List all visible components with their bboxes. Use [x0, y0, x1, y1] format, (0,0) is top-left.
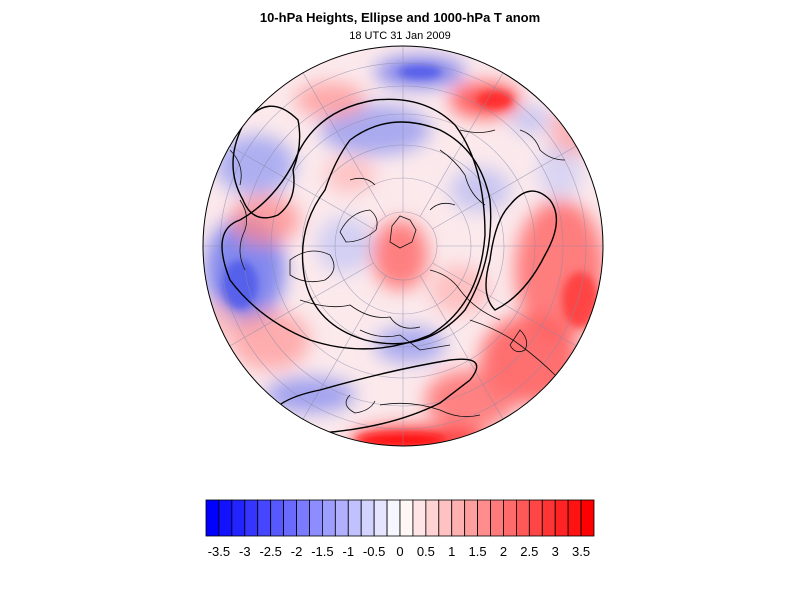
colorbar-box	[399, 499, 414, 537]
colorbar-box	[270, 499, 284, 537]
colorbar-tick-label: -1.5	[311, 544, 333, 559]
colorbar-box	[244, 499, 259, 537]
colorbar-tick-label: 0.5	[417, 544, 435, 559]
height-contours	[221, 98, 558, 434]
colorbar-tick-label: -2.5	[259, 544, 281, 559]
colorbar-tick-label: 3	[552, 544, 559, 559]
colorbar-box	[425, 499, 440, 537]
colorbar-box	[386, 499, 401, 537]
colorbar-box	[516, 499, 530, 537]
colorbar-tick-label: 2	[500, 544, 507, 559]
colorbar-box	[464, 499, 478, 537]
anomaly-field	[203, 46, 603, 446]
colorbar-box	[528, 499, 543, 537]
colorbar-box	[567, 499, 582, 537]
colorbar-box	[231, 499, 246, 537]
colorbar-box	[554, 499, 569, 537]
graticule	[203, 46, 603, 446]
colorbar-box	[283, 499, 297, 537]
colorbar-box	[477, 499, 491, 537]
colorbar-tick-label: -2	[291, 544, 303, 559]
globe-outline	[202, 45, 604, 447]
colorbar-box	[490, 499, 504, 537]
colorbar-box	[296, 499, 310, 537]
colorbar-box	[309, 499, 323, 537]
colorbar-tick-label: -3.5	[208, 544, 230, 559]
colorbar-box	[503, 499, 517, 537]
colorbar-box	[360, 499, 375, 537]
colorbar-tick-label: 1	[448, 544, 455, 559]
colorbar-box	[334, 499, 349, 537]
colorbar-box	[412, 499, 427, 537]
colorbar-box	[451, 499, 466, 537]
colorbar-labels: -3.5 -3 -2.5 -2 -1.5 -1 -0.5 0 0.5 1 1.5 2 2.5 3 3.5	[208, 544, 590, 559]
colorbar-box	[541, 499, 556, 537]
chart-title: 10-hPa Heights, Ellipse and 1000-hPa T a…	[259, 10, 541, 25]
colorbar-box	[205, 499, 220, 537]
colorbar-tick-label: 2.5	[520, 544, 538, 559]
colorbar-box	[218, 499, 233, 537]
colorbar-tick-label: 0	[396, 544, 403, 559]
coastlines	[229, 129, 566, 418]
polar-map	[202, 45, 604, 447]
colorbar-box	[257, 499, 272, 537]
colorbar-box	[580, 499, 595, 537]
colorbar-boxes	[205, 499, 595, 537]
colorbar-tick-label: 1.5	[469, 544, 487, 559]
colorbar-box	[321, 499, 336, 537]
colorbar-box	[373, 499, 388, 537]
colorbar-tick-label: -3	[239, 544, 251, 559]
colorbar-tick-label: 3.5	[572, 544, 590, 559]
colorbar-box	[347, 499, 362, 537]
colorbar-box	[438, 499, 453, 537]
colorbar-tick-label: -0.5	[363, 544, 385, 559]
chart-subtitle: 18 UTC 31 Jan 2009	[349, 30, 451, 42]
colorbar-tick-label: -1	[342, 544, 354, 559]
